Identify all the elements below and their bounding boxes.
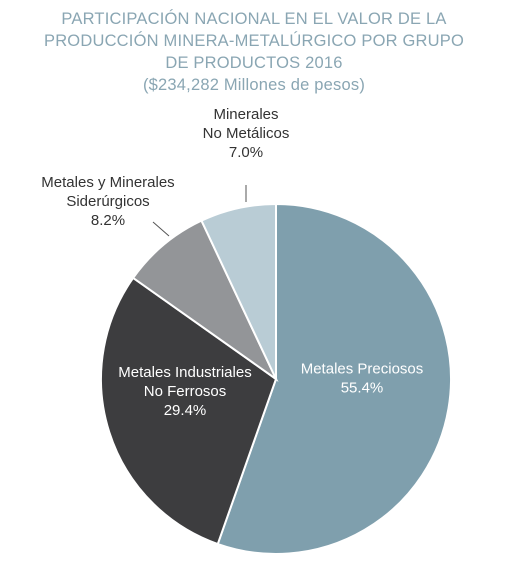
slice-name-label: No Metálicos bbox=[203, 125, 290, 142]
slice-name-label: Metales y Minerales bbox=[41, 174, 174, 191]
pie-slice-4 bbox=[200, 202, 277, 380]
slice-label-1: Metales Preciosos 55.4% bbox=[301, 361, 424, 397]
title-line-2: PRODUCCIÓN MINERA-METALÚRGICO POR GRUPO bbox=[43, 32, 465, 50]
slice-name-label: Metales Preciosos bbox=[301, 361, 424, 378]
slice-name-label: Siderúrgicos bbox=[66, 193, 149, 210]
slice-label-3: Metales y Minerales Siderúrgicos 8.2% bbox=[41, 174, 174, 229]
slice-name-label: Metales Industriales bbox=[118, 364, 251, 381]
slice-name-label: No Ferrosos bbox=[144, 383, 227, 400]
subtitle: ($234,282 Millones de pesos) bbox=[142, 76, 366, 94]
slice-percent-label: 29.4% bbox=[164, 402, 207, 419]
slice-label-2: Metales Industriales No Ferrosos 29.4% bbox=[118, 364, 251, 419]
slice-percent-label: 7.0% bbox=[229, 144, 263, 161]
slice-name-label: Minerales bbox=[213, 106, 278, 123]
title-line-3: DE PRODUCTOS 2016 bbox=[165, 54, 343, 72]
slice-percent-label: 8.2% bbox=[91, 212, 125, 229]
chart-title: PARTICIPACIÓN NACIONAL EN EL VALOR DE LA… bbox=[0, 8, 508, 96]
slice-label-4: Minerales No Metálicos 7.0% bbox=[203, 106, 290, 161]
slice-percent-label: 55.4% bbox=[341, 380, 384, 397]
pie-slice-2 bbox=[100, 276, 278, 546]
leader-line-3 bbox=[152, 221, 170, 237]
title-line-1: PARTICIPACIÓN NACIONAL EN EL VALOR DE LA bbox=[61, 10, 447, 28]
pie-slice-3 bbox=[131, 219, 279, 383]
